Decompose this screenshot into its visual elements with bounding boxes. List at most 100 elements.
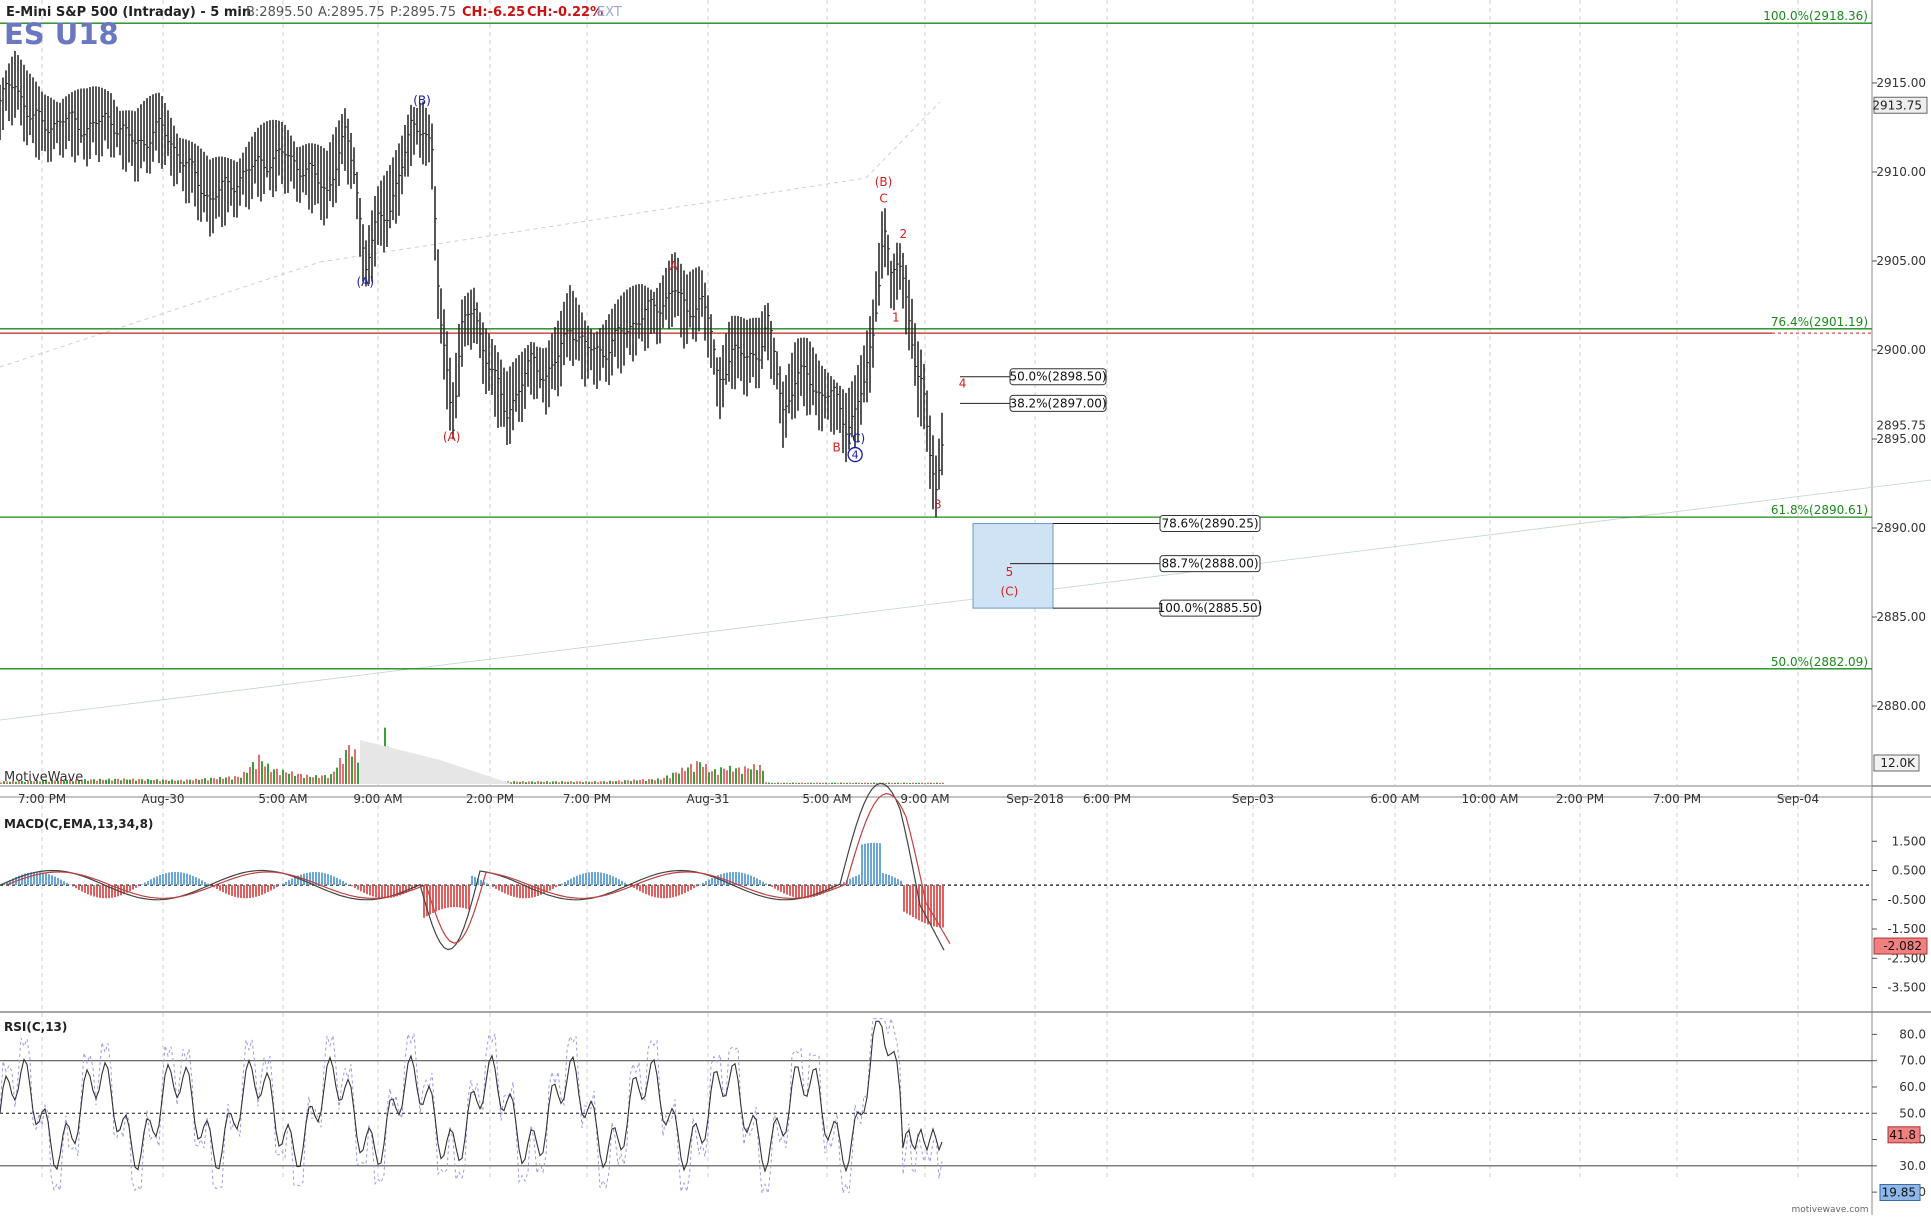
macd-histogram-bar <box>384 885 386 898</box>
volume-bar <box>735 768 737 784</box>
volume-bar <box>855 783 857 784</box>
volume-bar <box>99 779 101 784</box>
macd-histogram-bar <box>216 885 218 889</box>
extension-label: 88.7%(2888.00) <box>1161 557 1258 571</box>
macd-histogram-bar <box>579 875 581 885</box>
macd-histogram-bar <box>294 877 296 885</box>
macd-histogram-bar <box>87 885 89 894</box>
volume-bar <box>546 781 548 784</box>
macd-histogram-bar <box>486 884 488 886</box>
macd-histogram-bar <box>204 882 206 885</box>
macd-histogram-bar <box>78 885 80 890</box>
volume-bar <box>759 765 761 784</box>
macd-histogram-bar <box>258 885 260 896</box>
volume-bar <box>756 770 758 784</box>
macd-histogram-bar <box>519 885 521 898</box>
macd-histogram-bar <box>156 876 158 885</box>
volume-bar <box>708 772 710 784</box>
volume-bar <box>186 780 188 784</box>
volume-bar <box>702 767 704 784</box>
volume-bar <box>528 781 530 784</box>
volume-bar <box>912 783 914 784</box>
volume-bar <box>135 781 137 784</box>
macd-histogram-bar <box>102 885 104 898</box>
macd-histogram-bar <box>594 872 596 885</box>
macd-histogram-bar <box>897 879 899 885</box>
volume-bar <box>315 775 317 784</box>
volume-bar <box>249 767 251 784</box>
volume-bar <box>225 778 227 784</box>
volume-shadow <box>360 740 512 784</box>
volume-bar <box>150 780 152 784</box>
macd-histogram-bar <box>600 873 602 886</box>
volume-bar <box>690 764 692 784</box>
macd-label: MACD(C,EMA,13,34,8) <box>4 817 153 831</box>
volume-bar <box>849 783 851 784</box>
time-tick-label: 7:00 PM <box>18 792 66 806</box>
macd-histogram-bar <box>171 872 173 885</box>
volume-bar <box>588 782 590 784</box>
time-tick-label: 2:00 PM <box>466 792 514 806</box>
macd-histogram-bar <box>702 883 704 885</box>
volume-bar <box>804 783 806 784</box>
volume-bar <box>330 774 332 784</box>
volume-bar <box>183 781 185 784</box>
volume-bar <box>348 745 350 784</box>
volume-bar <box>96 781 98 784</box>
time-tick-label: 10:00 AM <box>1462 792 1519 806</box>
rsi-label: RSI(C,13) <box>4 1020 67 1034</box>
price-tick-label: 2905.00 <box>1876 254 1926 268</box>
volume-bar <box>105 780 107 784</box>
macd-histogram-bar <box>327 874 329 885</box>
macd-histogram-bar <box>177 872 179 885</box>
ext-label[interactable]: EXT <box>597 5 622 20</box>
time-tick-label: 5:00 AM <box>802 792 851 806</box>
volume-bar <box>648 779 650 784</box>
macd-histogram-bar <box>777 885 779 890</box>
macd-histogram-bar <box>189 875 191 885</box>
volume-bar <box>0 782 2 784</box>
macd-histogram-bar <box>264 885 266 893</box>
volume-bar <box>177 780 179 784</box>
macd-histogram-bar <box>441 885 443 909</box>
price-tick-label: 2915.00 <box>1876 76 1926 90</box>
volume-bar <box>90 779 92 784</box>
volume-bar <box>645 781 647 784</box>
volume-bar <box>915 783 917 784</box>
macd-histogram-bar <box>270 885 272 890</box>
bid-readout: B:2895.50 <box>246 5 313 20</box>
time-tick-label: Sep-2018 <box>1006 792 1064 806</box>
macd-histogram-bar <box>543 885 545 893</box>
macd-histogram-bar <box>501 885 503 892</box>
fib-level-label: 50.0%(2882.09) <box>1771 655 1868 669</box>
volume-bar <box>336 768 338 784</box>
volume-bar <box>600 781 602 784</box>
volume-bar <box>636 781 638 784</box>
volume-bar <box>639 780 641 784</box>
volume-bar <box>666 776 668 784</box>
volume-bar <box>303 778 305 784</box>
macd-histogram-bar <box>507 885 509 895</box>
macd-histogram-bar <box>903 885 905 912</box>
macd-histogram-bar <box>867 843 869 885</box>
macd-histogram-bar <box>873 843 875 885</box>
volume-bar <box>153 780 155 784</box>
volume-bar <box>570 781 572 784</box>
volume-bar <box>210 778 212 784</box>
fib-level-label: 76.4%(2901.19) <box>1771 315 1868 329</box>
macd-histogram-bar <box>684 885 686 893</box>
macd-histogram-bar <box>474 877 476 885</box>
volume-bar <box>741 774 743 784</box>
volume-bar <box>204 778 206 784</box>
macd-histogram-bar <box>669 885 671 898</box>
macd-histogram-bar <box>273 885 275 889</box>
macd-histogram-bar <box>246 885 248 898</box>
volume-bar <box>834 783 836 784</box>
volume-bar <box>723 769 725 784</box>
volume-bar <box>561 781 563 784</box>
macd-histogram-bar <box>687 885 689 891</box>
volume-bar <box>549 782 551 784</box>
volume-bar <box>801 783 803 784</box>
volume-bar <box>828 783 830 784</box>
